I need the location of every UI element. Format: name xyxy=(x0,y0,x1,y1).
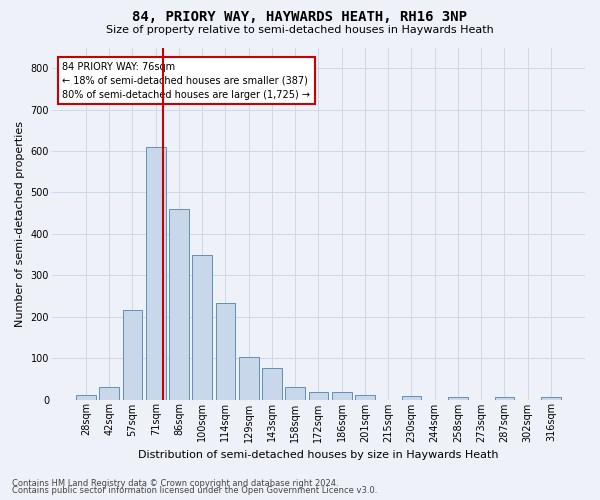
Bar xyxy=(146,147,166,400)
Bar xyxy=(169,209,189,400)
Bar xyxy=(285,387,305,400)
Bar xyxy=(355,396,375,400)
Y-axis label: Number of semi-detached properties: Number of semi-detached properties xyxy=(15,120,25,326)
Bar xyxy=(494,398,514,400)
Text: 84 PRIORY WAY: 76sqm
← 18% of semi-detached houses are smaller (387)
80% of semi: 84 PRIORY WAY: 76sqm ← 18% of semi-detac… xyxy=(62,62,310,100)
Bar xyxy=(401,396,421,400)
Bar xyxy=(448,398,468,400)
Text: Contains HM Land Registry data © Crown copyright and database right 2024.: Contains HM Land Registry data © Crown c… xyxy=(12,478,338,488)
Bar xyxy=(122,310,142,400)
X-axis label: Distribution of semi-detached houses by size in Haywards Heath: Distribution of semi-detached houses by … xyxy=(138,450,499,460)
Bar xyxy=(76,394,96,400)
Bar xyxy=(541,398,561,400)
Bar xyxy=(308,392,328,400)
Text: Contains public sector information licensed under the Open Government Licence v3: Contains public sector information licen… xyxy=(12,486,377,495)
Bar xyxy=(239,357,259,400)
Bar xyxy=(262,368,282,400)
Bar xyxy=(193,254,212,400)
Bar xyxy=(332,392,352,400)
Bar xyxy=(100,387,119,400)
Text: 84, PRIORY WAY, HAYWARDS HEATH, RH16 3NP: 84, PRIORY WAY, HAYWARDS HEATH, RH16 3NP xyxy=(133,10,467,24)
Text: Size of property relative to semi-detached houses in Haywards Heath: Size of property relative to semi-detach… xyxy=(106,25,494,35)
Bar xyxy=(215,304,235,400)
